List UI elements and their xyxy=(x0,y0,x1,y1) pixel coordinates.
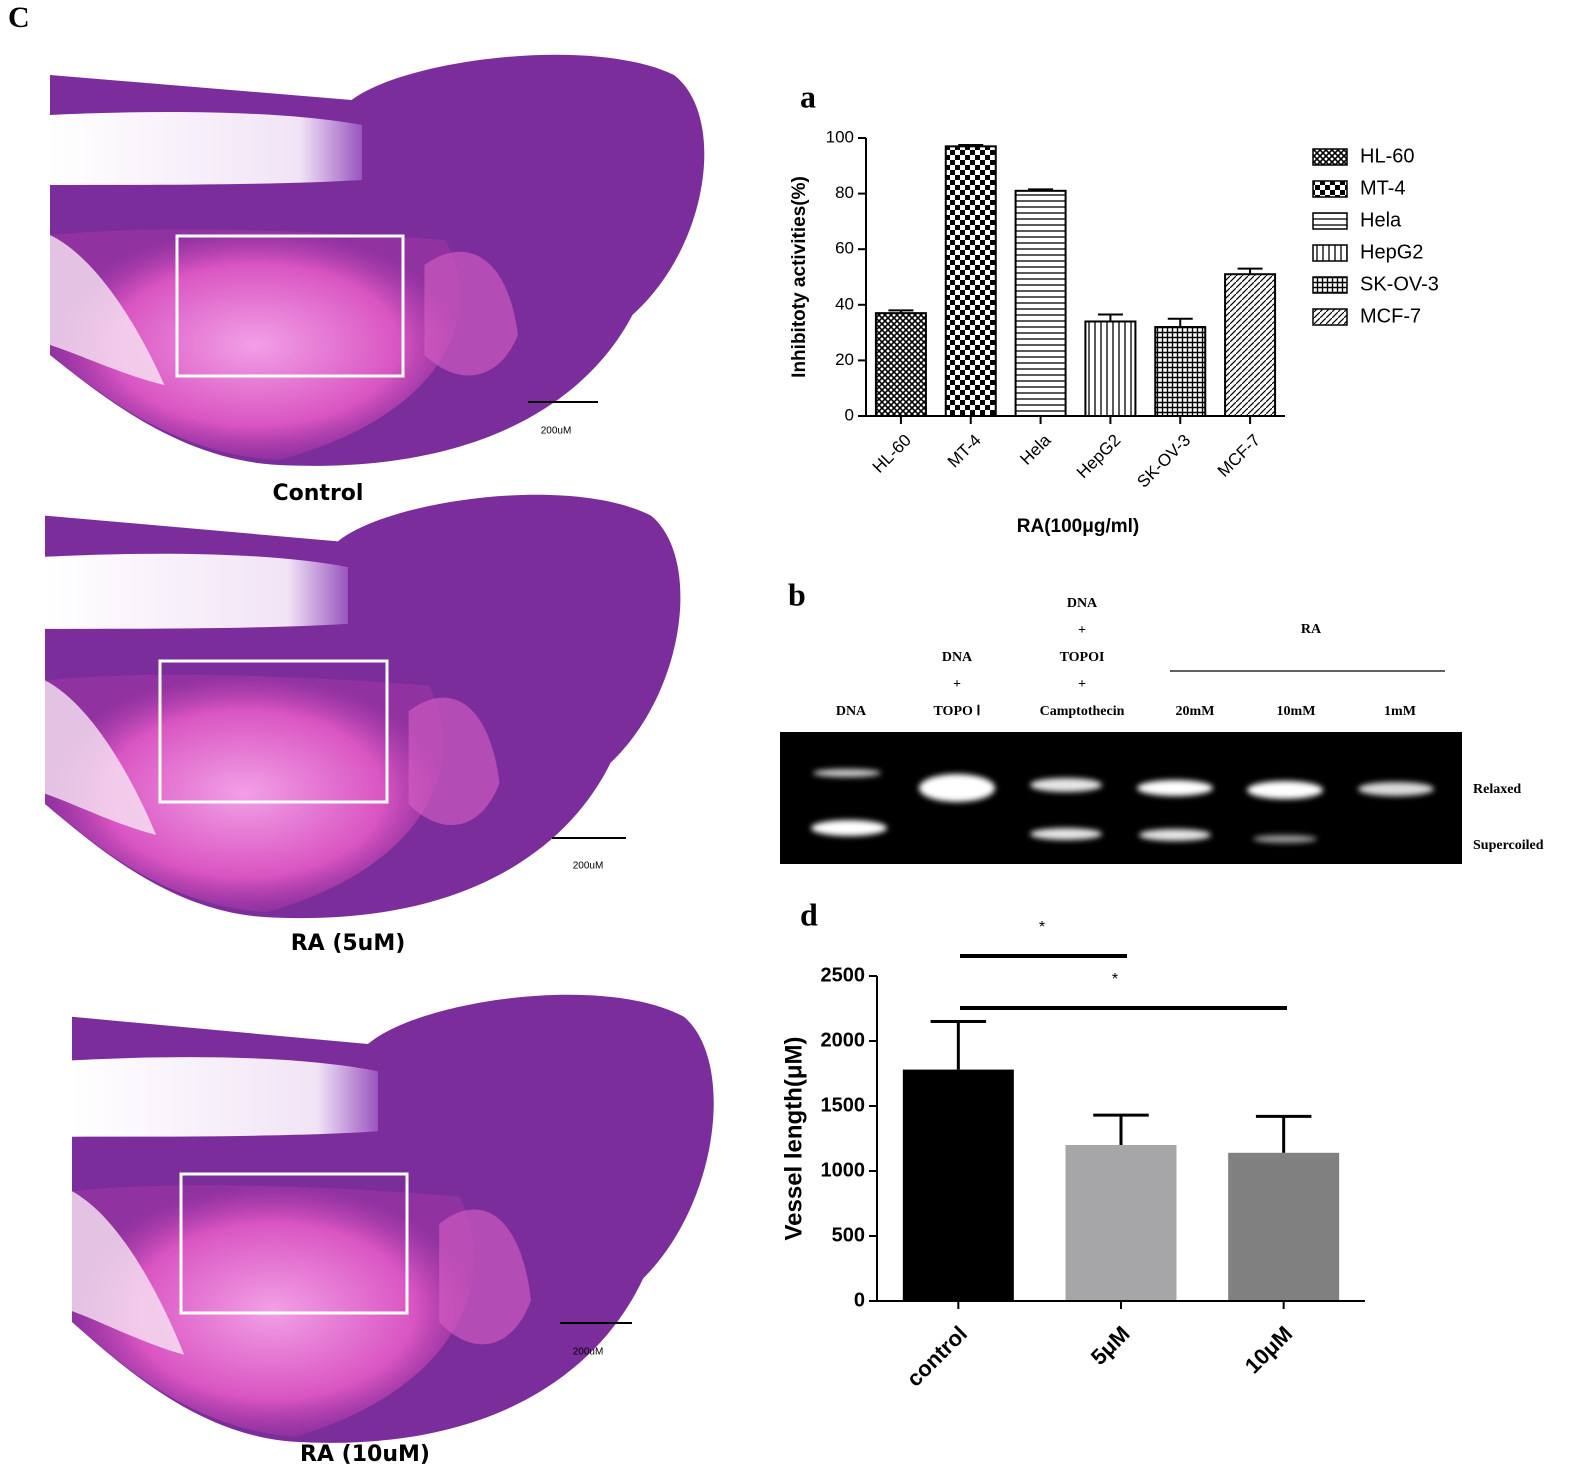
annotation: * xyxy=(1112,971,1118,988)
lane-label: + xyxy=(1078,623,1086,638)
y-tick-label: 500 xyxy=(832,1224,865,1246)
error-bar xyxy=(1028,188,1054,191)
y-tick-label: 1000 xyxy=(821,1159,866,1181)
y-tick-label: 80 xyxy=(835,183,854,202)
band-label: Relaxed xyxy=(1473,782,1521,797)
group-label: RA xyxy=(1301,622,1322,637)
panel-label: d xyxy=(800,896,818,932)
bar xyxy=(1014,189,1067,417)
scale-label: 200uM xyxy=(541,426,572,437)
x-tick-label: control xyxy=(902,1321,972,1391)
error-bar xyxy=(958,143,984,147)
x-tick-label: Hela xyxy=(1016,430,1055,469)
x-tick-label: SK-OV-3 xyxy=(1133,431,1194,492)
micrograph-caption: RA (10uM) xyxy=(300,1442,430,1467)
lane-label: TOPO Ⅰ xyxy=(933,704,980,719)
band-label: Supercoiled xyxy=(1473,838,1544,853)
error-bar xyxy=(1167,317,1193,328)
bar xyxy=(944,145,997,417)
y-tick-label: 2500 xyxy=(821,964,866,986)
lane-label: 1mM xyxy=(1384,704,1416,719)
x-tick-label: MT-4 xyxy=(944,431,985,472)
y-tick-label: 2000 xyxy=(821,1029,866,1051)
lane-label: DNA xyxy=(836,704,867,719)
error-bar xyxy=(1093,1113,1149,1145)
legend-swatch xyxy=(1312,308,1348,326)
bar xyxy=(1154,326,1207,418)
legend-swatch xyxy=(1312,276,1348,294)
legend-swatch xyxy=(1312,148,1348,166)
bar xyxy=(1224,273,1277,417)
bar xyxy=(1228,1152,1340,1301)
error-bar xyxy=(1097,313,1123,322)
legend-swatch xyxy=(1312,244,1348,262)
lane-label: 20mM xyxy=(1176,704,1215,719)
lane-label: 10mM xyxy=(1277,704,1316,719)
error-bar xyxy=(1237,267,1263,275)
micrograph-caption: RA (5uM) xyxy=(291,931,406,956)
scale-label: 200uM xyxy=(573,1347,604,1358)
x-tick-label: MCF-7 xyxy=(1214,431,1264,481)
micrograph-caption: Control xyxy=(273,481,364,506)
legend-swatch xyxy=(1312,212,1348,230)
x-tick-label: HL-60 xyxy=(869,431,915,477)
scale-label: 200uM xyxy=(573,861,604,872)
error-bar xyxy=(1255,1114,1312,1153)
lane-label: Camptothecin xyxy=(1040,704,1125,719)
y-tick-label: 0 xyxy=(854,1289,865,1311)
legend-label: HepG2 xyxy=(1360,241,1423,263)
y-tick-label: 0 xyxy=(845,405,854,424)
figure-label: C xyxy=(8,1,30,34)
legend-label: HL-60 xyxy=(1360,145,1414,167)
lane-label: + xyxy=(1078,677,1086,692)
x-tick-label: 10μM xyxy=(1240,1321,1297,1378)
lane-label: + xyxy=(953,677,961,692)
panel-label: b xyxy=(788,576,806,612)
gel xyxy=(780,670,1462,864)
error-bar xyxy=(930,1020,987,1070)
legend-label: SK-OV-3 xyxy=(1360,273,1439,295)
x-tick-label: HepG2 xyxy=(1073,431,1125,483)
y-tick-label: 40 xyxy=(835,294,854,313)
y-tick-label: 1500 xyxy=(821,1094,866,1116)
x-axis-label: RA(100μg/ml) xyxy=(1017,516,1139,537)
legend-label: Hela xyxy=(1360,209,1402,231)
y-tick-label: 60 xyxy=(835,239,854,258)
annotation: * xyxy=(1039,919,1045,936)
bar xyxy=(902,1069,1014,1301)
micrograph xyxy=(50,54,705,466)
lane-label: DNA xyxy=(1067,596,1098,611)
lane-label: DNA xyxy=(942,650,973,665)
y-tick-label: 20 xyxy=(835,350,854,369)
error-bar xyxy=(888,309,914,314)
micrograph xyxy=(72,994,714,1443)
x-tick-label: 5μM xyxy=(1086,1321,1135,1370)
legend-swatch xyxy=(1312,180,1348,198)
bar xyxy=(874,312,927,418)
legend-label: MCF-7 xyxy=(1360,305,1421,327)
y-tick-label: 100 xyxy=(826,127,854,146)
micrograph xyxy=(45,494,681,919)
panel-label: a xyxy=(800,78,816,114)
lane-label: TOPOI xyxy=(1060,650,1105,665)
y-axis-label: Inhibitoty activities(%) xyxy=(789,176,810,378)
bar xyxy=(1084,320,1137,418)
legend-label: MT-4 xyxy=(1360,177,1406,199)
bar xyxy=(1065,1145,1177,1301)
y-axis-label: Vessel length(μM) xyxy=(780,1036,807,1240)
